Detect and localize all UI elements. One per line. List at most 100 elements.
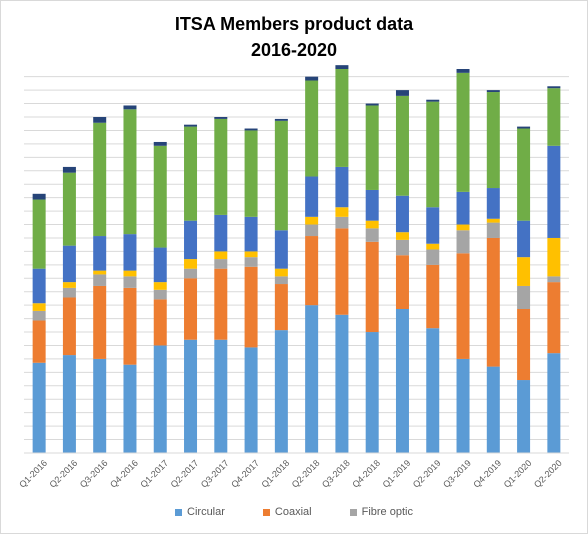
bar-segment-series-7 [153, 141, 167, 146]
bar-segment-series-5 [214, 214, 228, 252]
bar-segment-series-5 [244, 216, 258, 252]
bar-segment-series-3 [547, 276, 561, 283]
bar-segment-series-3 [305, 224, 319, 237]
bar-segment-series-7 [395, 90, 409, 96]
bar-segment-series-4 [123, 270, 137, 277]
bar-stack [335, 65, 349, 453]
bar-segment-series-5 [274, 230, 288, 269]
bar-segment-series-6 [305, 80, 319, 177]
bar-segment-series-3 [62, 287, 76, 298]
bar-segment-series-7 [62, 166, 76, 173]
bar-segment-series-7 [123, 105, 137, 110]
bar-segment-series-6 [426, 101, 440, 208]
x-tick-label: Q1-2020 [502, 458, 534, 490]
bar-segment-series-4 [244, 251, 258, 258]
bar-segment-series-1 [486, 366, 500, 453]
bar-segment-series-3 [456, 230, 470, 254]
bar-segment-series-1 [93, 358, 107, 453]
x-tick-label: Q1-2019 [381, 458, 413, 490]
stacked-bar-chart: Q1-2016Q2-2016Q3-2016Q4-2016Q1-2017Q2-20… [17, 65, 569, 490]
bar-segment-series-4 [32, 303, 46, 311]
bar-segment-series-2 [456, 253, 470, 359]
x-tick-label: Q3-2018 [320, 458, 352, 490]
bar-segment-series-2 [62, 297, 76, 356]
bar-segment-series-5 [547, 145, 561, 238]
bar-segment-series-4 [335, 207, 349, 217]
bar-stack [123, 105, 137, 453]
bar-segment-series-5 [93, 236, 107, 271]
bar-stack [244, 128, 258, 453]
bar-segment-series-2 [93, 285, 107, 359]
bar-segment-series-3 [426, 249, 440, 265]
bar-stack [426, 99, 440, 453]
bar-segment-series-4 [93, 270, 107, 275]
bar-segment-series-2 [305, 236, 319, 306]
bar-segment-series-1 [426, 328, 440, 453]
bar-segment-series-1 [365, 332, 379, 453]
bar-segment-series-3 [184, 268, 198, 279]
bar-segment-series-7 [517, 126, 531, 129]
bar-segment-series-5 [32, 268, 46, 304]
bar-segment-series-4 [456, 224, 470, 231]
bar-segment-series-1 [214, 339, 228, 453]
bar-segment-series-1 [123, 364, 137, 453]
bar-segment-series-5 [486, 188, 500, 219]
bar-segment-series-6 [335, 69, 349, 167]
bar-segment-series-6 [395, 95, 409, 196]
bar-stack [517, 126, 531, 453]
bar-segment-series-3 [123, 276, 137, 288]
bar-stack [486, 90, 500, 453]
bar-segment-series-6 [62, 172, 76, 246]
bar-segment-series-7 [305, 76, 319, 81]
bar-segment-series-2 [244, 266, 258, 348]
x-axis-tick-labels: Q1-2016Q2-2016Q3-2016Q4-2016Q1-2017Q2-20… [17, 458, 564, 490]
x-tick-label: Q1-2018 [259, 458, 291, 490]
x-tick-label: Q3-2019 [441, 458, 473, 490]
bar-segment-series-7 [486, 90, 500, 93]
bar-stack [305, 76, 319, 453]
bar-stack [62, 166, 76, 453]
x-tick-label: Q4-2019 [471, 458, 503, 490]
legend-label: Fibre optic [361, 506, 413, 518]
bar-segment-series-4 [486, 218, 500, 223]
bar-segment-series-5 [456, 191, 470, 225]
bar-segment-series-4 [214, 251, 228, 260]
bar-segment-series-7 [93, 117, 107, 123]
bar-segment-series-2 [395, 255, 409, 309]
bar-stack [184, 124, 198, 453]
bar-segment-series-5 [517, 220, 531, 258]
bar-segment-series-1 [395, 309, 409, 453]
bar-segment-series-7 [426, 99, 440, 102]
bar-segment-series-6 [486, 92, 500, 189]
bar-stacks [32, 65, 561, 453]
bar-segment-series-4 [153, 282, 167, 290]
bar-segment-series-7 [274, 118, 288, 121]
bar-segment-series-1 [274, 330, 288, 453]
x-tick-label: Q1-2016 [17, 458, 49, 490]
bar-segment-series-3 [486, 222, 500, 238]
bar-segment-series-5 [62, 245, 76, 283]
bar-segment-series-2 [426, 264, 440, 329]
bar-segment-series-7 [214, 117, 228, 119]
bar-segment-series-5 [305, 176, 319, 217]
bar-segment-series-4 [365, 220, 379, 229]
x-tick-label: Q4-2017 [229, 458, 261, 490]
bar-segment-series-1 [517, 380, 531, 453]
bar-segment-series-7 [547, 86, 561, 89]
bar-segment-series-1 [62, 355, 76, 453]
bar-segment-series-7 [456, 69, 470, 73]
bar-segment-series-1 [244, 347, 258, 453]
chart-subtitle: 2016-2020 [250, 40, 338, 60]
bar-segment-series-1 [305, 305, 319, 453]
bar-segment-series-6 [123, 109, 137, 235]
bar-segment-series-2 [365, 241, 379, 333]
bar-segment-series-7 [244, 128, 258, 131]
bar-stack [153, 141, 167, 453]
bar-segment-series-4 [305, 216, 319, 225]
bar-segment-series-6 [274, 120, 288, 231]
bar-segment-series-3 [517, 285, 531, 309]
bar-stack [456, 69, 470, 453]
bar-segment-series-1 [335, 314, 349, 453]
bar-segment-series-2 [123, 287, 137, 365]
bar-segment-series-6 [365, 105, 379, 190]
